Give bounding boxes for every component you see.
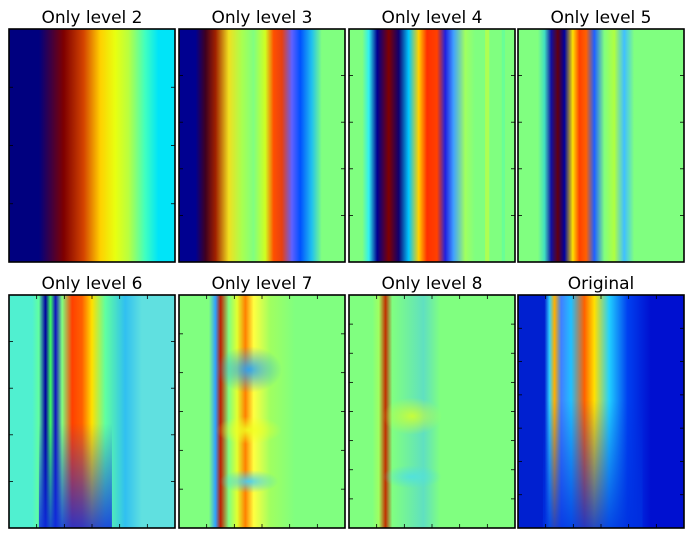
subplot-7: Only level 8 [348, 274, 516, 529]
heatmap-overlay [542, 295, 643, 528]
subplot-title: Only level 4 [382, 8, 483, 28]
heatmap-gradient [179, 295, 345, 528]
heatmap-image [9, 295, 175, 528]
subplot-2: Only level 3 [178, 8, 346, 263]
subplot-8: Original [517, 274, 685, 529]
heatmap-blob [382, 465, 442, 489]
heatmap-stripe [501, 29, 506, 262]
heatmap-image [9, 29, 175, 262]
subplot-title: Only level 5 [551, 8, 652, 28]
subplot-title: Only level 8 [382, 274, 483, 294]
subplot-1: Only level 2 [8, 8, 176, 263]
heatmap-gradient [349, 29, 515, 262]
axes-frame [348, 28, 516, 263]
heatmap-blob [218, 469, 279, 494]
subplot-6: Only level 7 [178, 274, 346, 529]
heatmap-image [179, 295, 345, 528]
heatmap-gradient [9, 29, 175, 262]
heatmap-image [349, 295, 515, 528]
heatmap-blob [215, 346, 282, 393]
heatmap-overlay [38, 295, 112, 528]
heatmap-stripe [485, 29, 490, 262]
subplot-5: Only level 6 [8, 274, 176, 529]
heatmap-gradient [518, 29, 684, 262]
subplot-4: Only level 5 [517, 8, 685, 263]
axes-frame [517, 28, 685, 263]
subplot-3: Only level 4 [348, 8, 516, 263]
subplot-title: Only level 6 [42, 274, 143, 294]
heatmap-blob [215, 416, 282, 445]
heatmap-gradient [179, 29, 345, 262]
axes-frame [178, 28, 346, 263]
subplot-title: Original [568, 274, 635, 294]
heatmap-image [518, 29, 684, 262]
subplot-title: Only level 7 [212, 274, 313, 294]
subplot-title: Only level 2 [42, 8, 143, 28]
heatmap-image [518, 295, 684, 528]
heatmap-image [349, 29, 515, 262]
subplot-title: Only level 3 [212, 8, 313, 28]
heatmap-image [179, 29, 345, 262]
heatmap-blob [382, 397, 442, 435]
